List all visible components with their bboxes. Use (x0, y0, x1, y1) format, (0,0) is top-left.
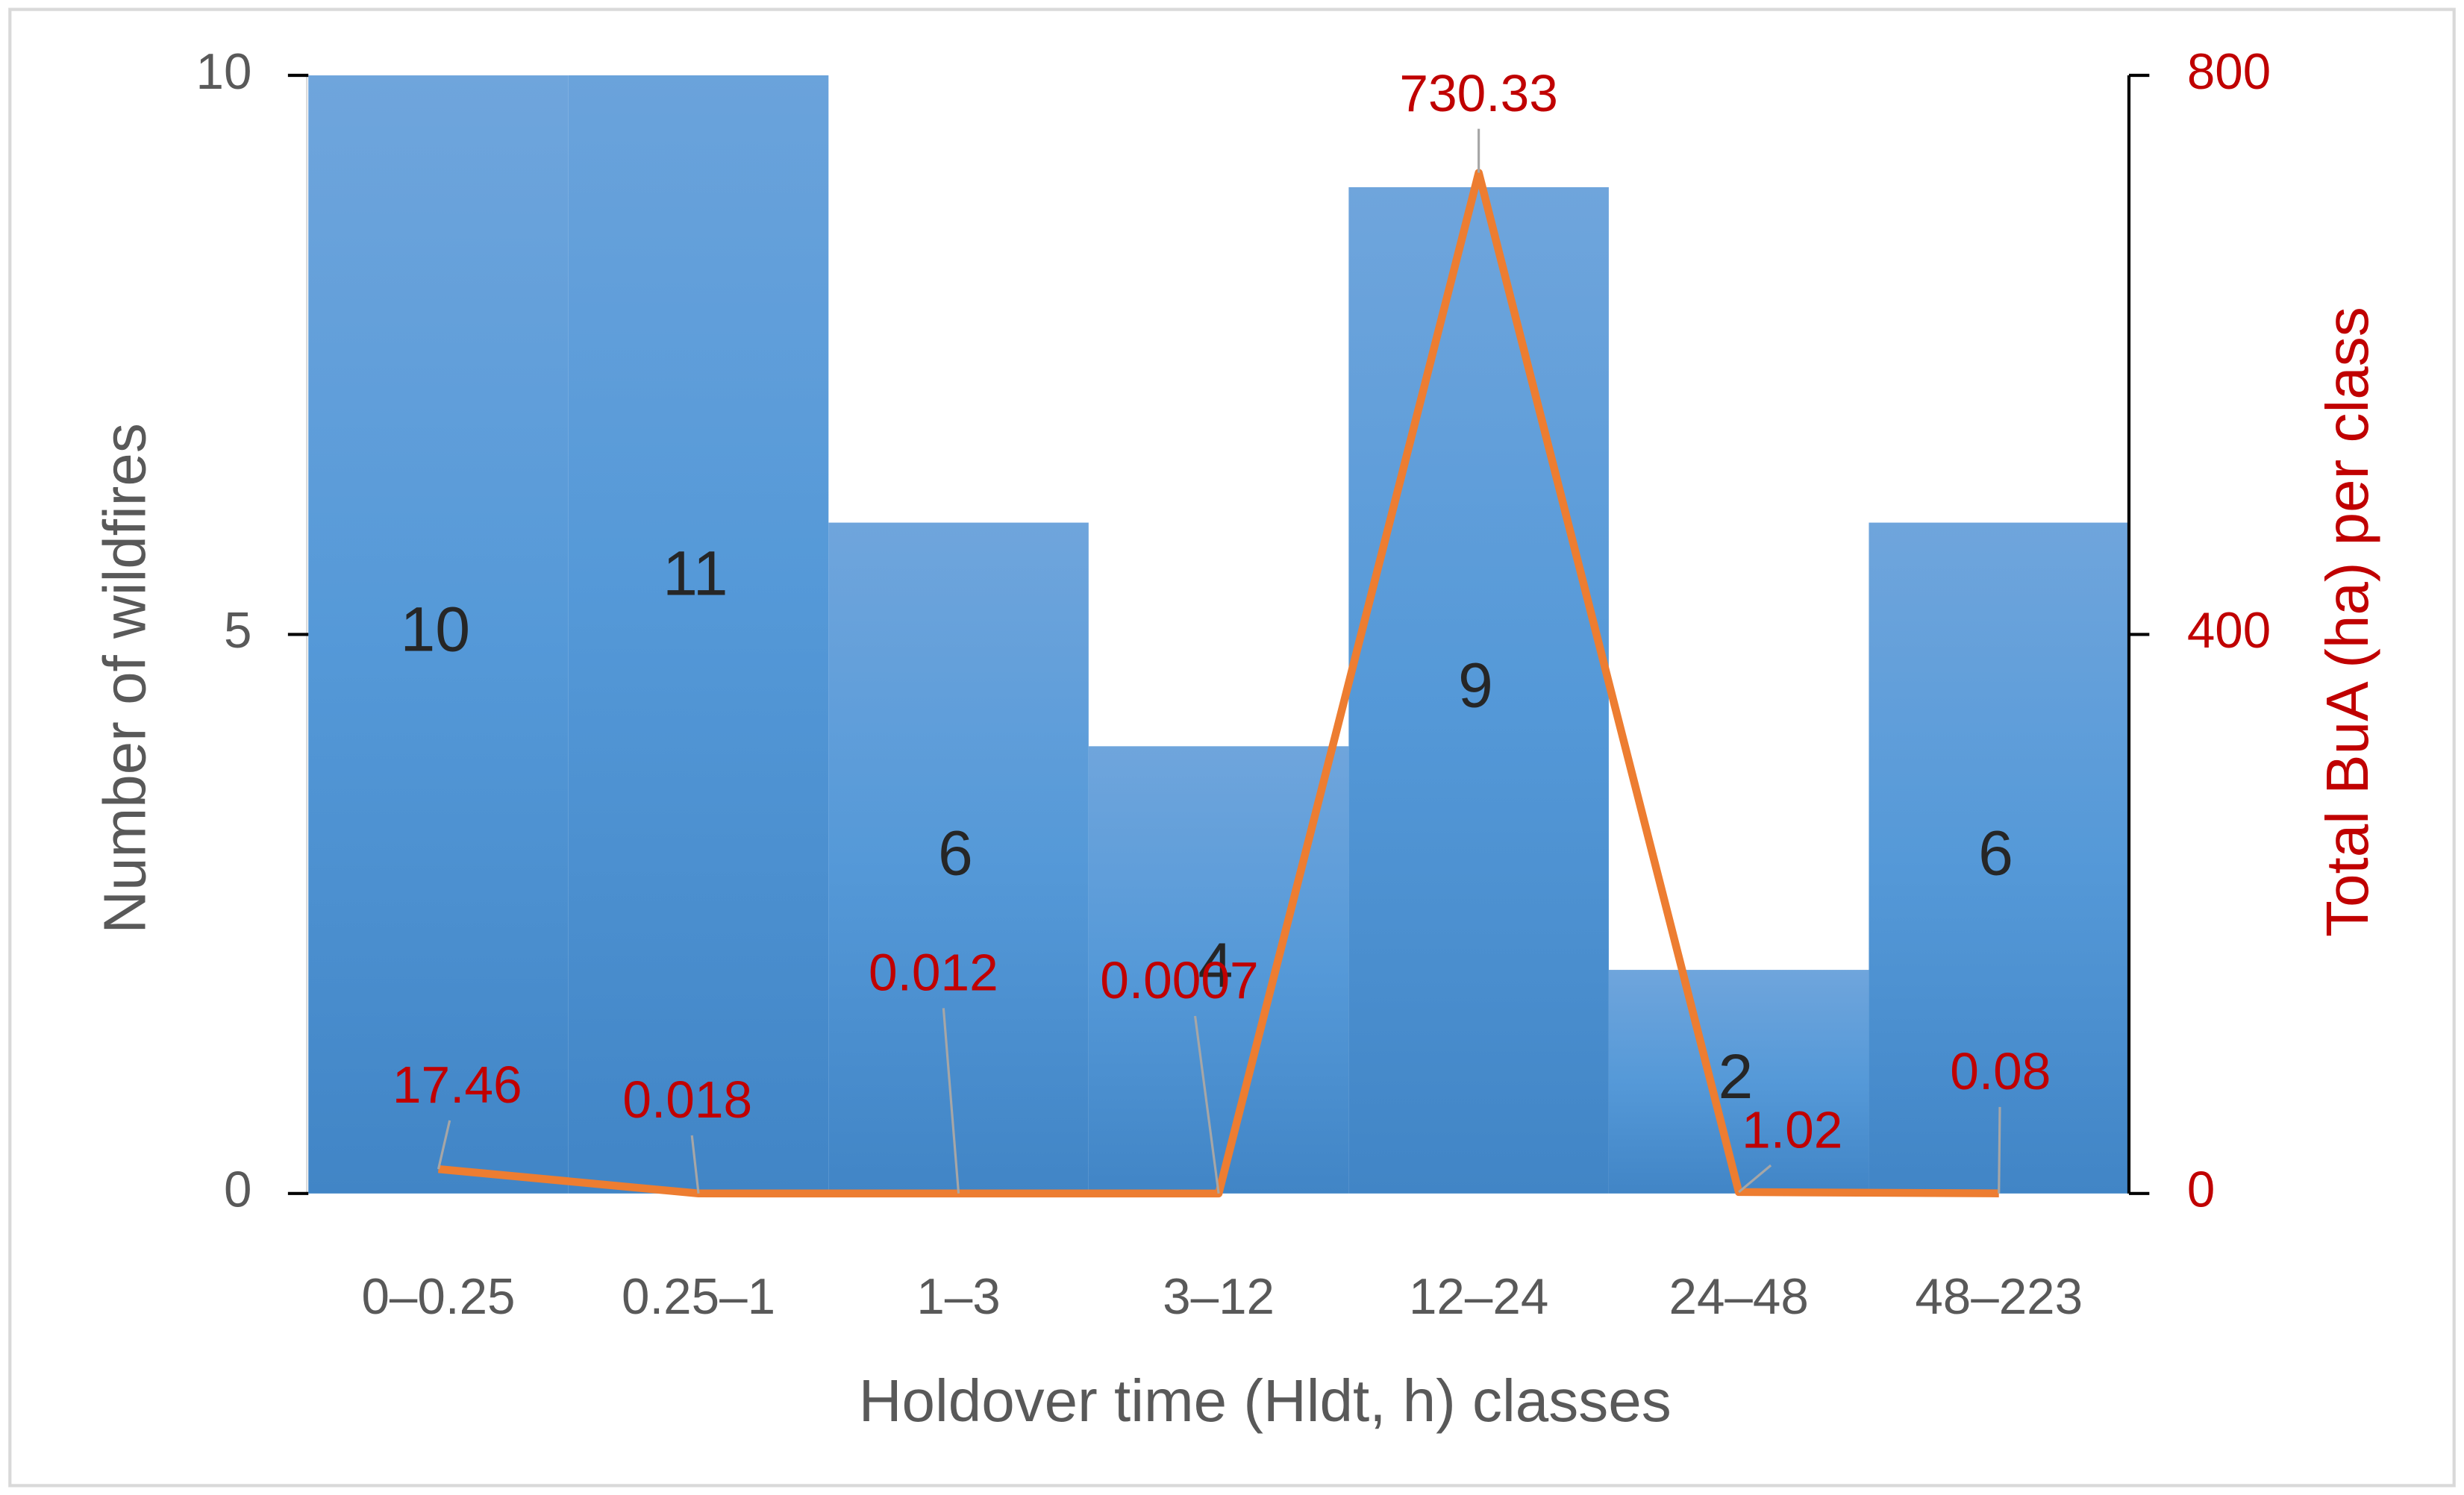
x-tick-label: 0.25–1 (622, 1269, 775, 1325)
bar (308, 75, 569, 1194)
y-tick-label: 0 (224, 1162, 251, 1218)
bar-value-label: 4 (1198, 930, 1233, 1000)
leader-line (1193, 1015, 1220, 1194)
y2-tick-label: 400 (2187, 603, 2271, 659)
line-value-label: 730.33 (1399, 64, 1557, 122)
leader-line (942, 1008, 960, 1194)
y2-tick-label: 800 (2187, 44, 2271, 100)
x-axis-title: Holdover time (Hldt, h) classes (859, 1367, 1672, 1434)
x-tick-label: 3–12 (1163, 1269, 1275, 1325)
bar (1348, 187, 1609, 1194)
bar (568, 75, 829, 1194)
line-value-label: 0.08 (1950, 1042, 2051, 1100)
bar-group (308, 75, 2129, 1194)
line-value-label: 0.018 (622, 1071, 752, 1129)
y2-tick-label: 0 (2187, 1162, 2215, 1218)
bar-value-label: 9 (1458, 651, 1493, 721)
leader-line (690, 1135, 700, 1194)
y-tick-label: 10 (196, 44, 252, 100)
bar-value-label: 11 (663, 539, 728, 609)
y-axis-title: Number of wildfires (91, 423, 157, 934)
x-tick-label: 48–223 (1915, 1269, 2083, 1325)
bar (1608, 970, 1869, 1194)
leader-line (437, 1120, 451, 1170)
y-tick-label: 5 (224, 603, 251, 659)
bar-value-label: 6 (938, 818, 973, 888)
leader-line (1998, 1106, 2001, 1194)
leader-line (1738, 1164, 1772, 1194)
bar (828, 522, 1089, 1194)
x-tick-label: 12–24 (1409, 1269, 1548, 1325)
line-value-label: 0.0007 (1100, 951, 1258, 1009)
line-value-label: 0.012 (869, 944, 998, 1002)
x-tick-label: 1–3 (916, 1269, 1000, 1325)
line-value-label: 1.02 (1742, 1100, 1842, 1159)
bar-value-label: 10 (400, 595, 470, 665)
line-value-label: 17.46 (393, 1056, 522, 1114)
x-tick-label: 24–48 (1669, 1269, 1809, 1325)
bar (1869, 522, 2129, 1194)
bar-value-label: 6 (1978, 818, 2013, 888)
bar-value-label: 2 (1719, 1041, 1754, 1112)
y2-axis-title: Total BuA (ha) per class (2314, 307, 2380, 937)
bar (1088, 746, 1349, 1194)
x-tick-label: 0–0.25 (361, 1269, 515, 1325)
